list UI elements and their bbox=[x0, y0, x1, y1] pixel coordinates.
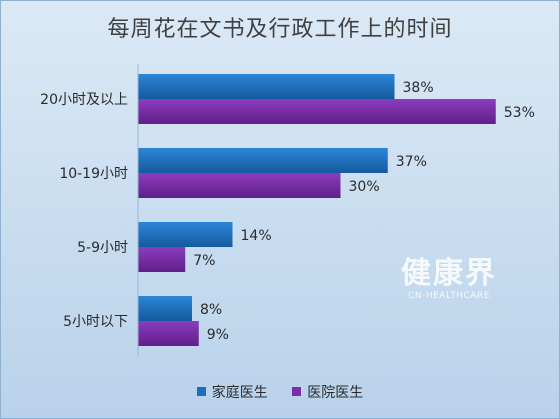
bar-cat-under-5-series-0 bbox=[138, 296, 192, 321]
data-label: 7% bbox=[193, 253, 215, 269]
bar-cat-20-plus-series-0 bbox=[138, 74, 395, 99]
data-label: 30% bbox=[349, 179, 380, 195]
data-label: 37% bbox=[396, 154, 427, 170]
watermark-main: 健康界 bbox=[401, 256, 497, 291]
category-label: 20小时及以上 bbox=[40, 92, 128, 108]
bars-layer bbox=[137, 64, 496, 356]
category-label: 10-19小时 bbox=[59, 166, 128, 182]
bar-cat-20-plus-series-1 bbox=[138, 99, 496, 124]
category-label: 5小时以下 bbox=[63, 314, 128, 330]
legend: 家庭医生 医院医生 bbox=[1, 382, 559, 402]
bar-cat-5-9-series-1 bbox=[138, 247, 186, 272]
data-label: 9% bbox=[207, 327, 229, 343]
data-label: 38% bbox=[403, 80, 434, 96]
legend-item-family-doctor: 家庭医生 bbox=[196, 382, 268, 402]
data-label: 53% bbox=[504, 105, 535, 121]
category-label: 5-9小时 bbox=[77, 240, 128, 256]
chart-title: 每周花在文书及行政工作上的时间 bbox=[107, 17, 453, 42]
legend-item-hospital-doctor: 医院医生 bbox=[292, 382, 363, 402]
legend-swatch-icon bbox=[292, 387, 302, 396]
data-label: 8% bbox=[200, 302, 222, 318]
bar-cat-5-9-series-0 bbox=[138, 222, 233, 247]
labels-layer: 20小时及以上 38% 53% 10-19小时 37% 30% 5-9小时 14% 7% 5小时以… bbox=[40, 80, 535, 343]
data-label: 14% bbox=[241, 228, 272, 244]
watermark-logo: 健康界 CN-HEALTHCARE bbox=[399, 256, 499, 302]
bar-cat-under-5-series-1 bbox=[138, 321, 199, 346]
legend-swatch-icon bbox=[196, 387, 206, 396]
legend-label: 医院医生 bbox=[307, 385, 364, 401]
legend-label: 家庭医生 bbox=[211, 385, 268, 401]
bar-cat-10-19-series-0 bbox=[138, 148, 388, 173]
bar-cat-10-19-series-1 bbox=[138, 173, 341, 198]
watermark-sub: CN-HEALTHCARE bbox=[408, 291, 490, 301]
